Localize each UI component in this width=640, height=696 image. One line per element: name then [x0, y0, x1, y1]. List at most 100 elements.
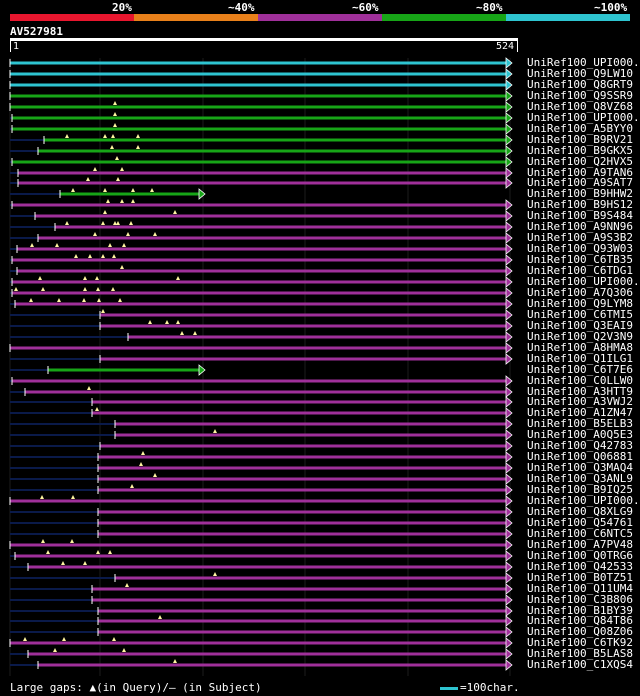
query-ruler [10, 38, 518, 41]
query-gap-marker-icon [41, 287, 45, 291]
hit-label[interactable]: UniRef100_B9HHW2 [527, 187, 633, 200]
hit-label[interactable]: UniRef100_C6T7E6 [527, 363, 633, 376]
hit-label[interactable]: UniRef100_UPI000.. [527, 494, 640, 507]
query-gap-marker-icon [62, 637, 66, 641]
hit-label[interactable]: UniRef100_A3VWJ2 [527, 395, 633, 408]
query-gap-marker-icon [38, 276, 42, 280]
query-gap-marker-icon [115, 156, 119, 160]
hit-arrow-icon [505, 418, 513, 430]
hit-label[interactable]: UniRef100_Q84T86 [527, 614, 633, 627]
hit-label[interactable]: UniRef100_Q9SSR9 [527, 89, 633, 102]
hit-arrow-icon [505, 605, 513, 617]
query-gap-marker-icon [74, 254, 78, 258]
hit-label[interactable]: UniRef100_Q42783 [527, 439, 633, 452]
query-gap-marker-icon [131, 199, 135, 203]
query-gap-marker-icon [173, 210, 177, 214]
query-gap-marker-icon [111, 287, 115, 291]
hit-arrow-icon [505, 407, 513, 419]
hit-label[interactable]: UniRef100_Q8GRT9 [527, 78, 633, 91]
hit-label[interactable]: UniRef100_A9NN96 [527, 220, 633, 233]
query-gap-marker-icon [41, 539, 45, 543]
query-gap-marker-icon [88, 254, 92, 258]
hit-arrow-icon [505, 90, 513, 102]
query-gap-marker-icon [23, 637, 27, 641]
hit-label[interactable]: UniRef100_C6NTC5 [527, 527, 633, 540]
hit-label[interactable]: UniRef100_A9TAN6 [527, 166, 633, 179]
query-gap-marker-icon [136, 145, 140, 149]
hit-arrow-icon [505, 309, 513, 321]
hit-label[interactable]: UniRef100_C3B806 [527, 593, 633, 606]
hit-label[interactable]: UniRef100_Q3EAI9 [527, 319, 633, 332]
hit-label[interactable]: UniRef100_A7Q306 [527, 286, 633, 299]
hit-arrow-icon [505, 68, 513, 80]
hit-label[interactable]: UniRef100_Q2HVX5 [527, 155, 633, 168]
hit-label[interactable]: UniRef100_B1BY39 [527, 604, 633, 617]
hit-label[interactable]: UniRef100_Q1ILG1 [527, 352, 633, 365]
hit-label[interactable]: UniRef100_C6TMI5 [527, 308, 633, 321]
hit-label[interactable]: UniRef100_UPI000.. [527, 275, 640, 288]
hit-label[interactable]: UniRef100_Q3ANL9 [527, 472, 633, 485]
hit-label[interactable]: UniRef100_Q11UM4 [527, 582, 633, 595]
hit-label[interactable]: UniRef100_A1ZN47 [527, 406, 633, 419]
query-gap-marker-icon [129, 221, 133, 225]
hit-label[interactable]: UniRef100_Q93W03 [527, 242, 633, 255]
hit-arrow-icon [505, 287, 513, 299]
hit-label[interactable]: UniRef100_Q9LW10 [527, 67, 633, 80]
scale-legend: =100char. [440, 681, 520, 694]
hit-label[interactable]: UniRef100_UPI000.. [527, 56, 640, 69]
hit-arrow-icon [505, 134, 513, 146]
hit-arrow-icon [505, 254, 513, 266]
query-gap-marker-icon [116, 177, 120, 181]
query-gap-marker-icon [103, 134, 107, 138]
hit-label[interactable]: UniRef100_B9S484 [527, 209, 633, 222]
hit-arrow-icon [505, 539, 513, 551]
hit-label[interactable]: UniRef100_Q2V3N9 [527, 330, 633, 343]
hit-label[interactable]: UniRef100_C6TDG1 [527, 264, 633, 277]
hit-label[interactable]: UniRef100_C1XQS4 [527, 658, 633, 671]
hit-label[interactable]: UniRef100_Q8XLG9 [527, 505, 633, 518]
hit-label[interactable]: UniRef100_B9HS12 [527, 198, 633, 211]
hit-label[interactable]: UniRef100_A8HMA8 [527, 341, 633, 354]
hit-label[interactable]: UniRef100_UPI000.. [527, 111, 640, 124]
hit-arrow-icon [505, 462, 513, 474]
hit-label[interactable]: UniRef100_C0LLW0 [527, 374, 633, 387]
hit-arrow-icon [505, 451, 513, 463]
hit-label[interactable]: UniRef100_Q42533 [527, 560, 633, 573]
hit-label[interactable]: UniRef100_Q08Z06 [527, 625, 633, 638]
query-gap-marker-icon [139, 462, 143, 466]
hit-label[interactable]: UniRef100_Q54761 [527, 516, 633, 529]
hit-label[interactable]: UniRef100_A3HTT9 [527, 385, 633, 398]
query-gap-marker-icon [29, 298, 33, 302]
query-gap-marker-icon [70, 539, 74, 543]
hit-arrow-icon [505, 298, 513, 310]
hit-label[interactable]: UniRef100_C6TK92 [527, 636, 633, 649]
hit-arrow-icon [505, 528, 513, 540]
hit-label[interactable]: UniRef100_B5LAS8 [527, 647, 633, 660]
hit-label[interactable]: UniRef100_A5BYY0 [527, 122, 633, 135]
hit-label[interactable]: UniRef100_A7PV48 [527, 538, 633, 551]
query-gap-marker-icon [193, 331, 197, 335]
hit-label[interactable]: UniRef100_A0Q5E3 [527, 428, 633, 441]
hit-label[interactable]: UniRef100_Q06881 [527, 450, 633, 463]
hit-label[interactable]: UniRef100_C6TB35 [527, 253, 633, 266]
query-end-tick [517, 40, 518, 52]
hit-label[interactable]: UniRef100_B9GKX5 [527, 144, 633, 157]
hit-label[interactable]: UniRef100_B0TZ51 [527, 571, 633, 584]
hit-arrow-icon [505, 396, 513, 408]
query-gap-marker-icon [176, 276, 180, 280]
hit-label[interactable]: UniRef100_A9S3B2 [527, 231, 633, 244]
query-gap-marker-icon [150, 188, 154, 192]
hit-label[interactable]: UniRef100_Q0TRG6 [527, 549, 633, 562]
hit-label[interactable]: UniRef100_A9SAT7 [527, 176, 633, 189]
hit-label[interactable]: UniRef100_Q3MAQ4 [527, 461, 633, 474]
hit-label[interactable]: UniRef100_B5ELB3 [527, 417, 633, 430]
query-gap-marker-icon [136, 134, 140, 138]
hit-label[interactable]: UniRef100_Q9LYM8 [527, 297, 633, 310]
hit-label[interactable]: UniRef100_B9RV21 [527, 133, 633, 146]
hit-arrow-icon [505, 440, 513, 452]
query-gap-marker-icon [116, 221, 120, 225]
hit-label[interactable]: UniRef100_Q8VZ68 [527, 100, 633, 113]
hit-label[interactable]: UniRef100_B9IQ25 [527, 483, 633, 496]
identity-legend: 20% ~40% ~60% ~80% ~100% [0, 0, 640, 22]
